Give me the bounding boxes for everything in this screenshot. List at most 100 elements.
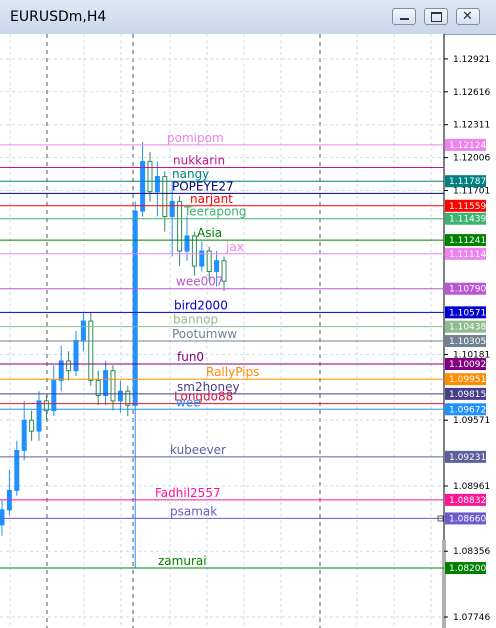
price-box-label: 1.12124 — [449, 141, 486, 151]
candle-body — [88, 320, 94, 381]
price-box-label: 1.11241 — [449, 236, 486, 246]
plot-background — [0, 34, 444, 628]
candle-body — [58, 360, 64, 381]
price-box — [445, 387, 486, 400]
price-box — [445, 335, 486, 348]
candle-body — [0, 509, 5, 526]
level-label: POPEYE27 — [172, 179, 234, 193]
level-label: zamurai — [158, 554, 207, 568]
level-label: kubeever — [170, 443, 226, 457]
candle-body — [66, 360, 72, 372]
minimize-button[interactable] — [392, 8, 416, 25]
price-box — [445, 562, 486, 575]
price-box-label: 1.08832 — [449, 496, 486, 506]
y-tick-label: 1.08961 — [453, 482, 490, 492]
level-label: Longdo88 — [174, 390, 233, 404]
candle-body — [14, 449, 20, 491]
level-label: nangy — [172, 167, 209, 181]
price-box — [445, 247, 486, 260]
level-label: Pootumww — [172, 327, 237, 341]
candle-body — [169, 200, 175, 217]
price-box-label: 1.08660 — [449, 514, 486, 524]
candle-body — [162, 176, 168, 217]
price-box-label: 1.09672 — [449, 405, 486, 415]
y-tick-label: 1.12921 — [453, 55, 490, 65]
price-box-label: 1.11439 — [449, 215, 486, 225]
level-label: nukkarin — [173, 154, 225, 168]
price-box-label: 1.11787 — [449, 177, 486, 187]
level-label: RallyPips — [206, 365, 259, 379]
level-label: Fadhil2557 — [155, 486, 221, 500]
level-label: jax — [225, 240, 244, 254]
candle-body — [117, 390, 123, 402]
price-box-label: 1.10305 — [449, 337, 486, 347]
level-label: psamak — [170, 504, 217, 518]
y-tick-label: 1.12616 — [453, 88, 490, 98]
candle-body — [95, 379, 101, 396]
price-box — [445, 138, 486, 151]
candle-body — [177, 200, 183, 252]
price-box — [445, 450, 486, 463]
y-tick-label: 1.10181 — [453, 350, 490, 360]
price-box-label: 1.11559 — [449, 202, 486, 212]
chart-area: 1.12921 1.12616 1.12311 1.12006 1.11701 1.101… — [0, 34, 490, 628]
price-box — [445, 512, 486, 525]
price-box — [445, 403, 486, 416]
level-label: Teerapong — [183, 205, 247, 219]
y-tick-label: 1.08356 — [453, 547, 490, 557]
price-box — [445, 212, 486, 225]
scroll-indicator — [442, 540, 446, 628]
price-box — [445, 306, 486, 319]
candle-body — [191, 235, 197, 267]
candle-body — [147, 160, 153, 193]
candle-body — [214, 260, 220, 272]
y-tick-label: 1.12006 — [453, 154, 490, 164]
candle-body — [29, 419, 35, 432]
candle-body — [73, 339, 79, 372]
price-box — [445, 320, 486, 333]
level-label: pomipom — [167, 131, 224, 145]
level-label: bird2000 — [174, 298, 228, 312]
y-tick-label: 1.11701 — [453, 186, 490, 196]
candle-body — [21, 419, 27, 451]
y-tick-label: 1.12311 — [453, 121, 490, 131]
window-title: EURUSDm,H4 — [10, 9, 107, 25]
candle-body — [206, 250, 212, 272]
price-box — [445, 373, 486, 386]
price-box-label: 1.08200 — [449, 564, 486, 574]
candle-body — [110, 370, 116, 402]
y-tick-label: 1.09571 — [453, 416, 490, 426]
candle-body — [36, 400, 42, 432]
price-box — [445, 234, 486, 247]
candle-body — [125, 390, 131, 406]
price-box — [445, 199, 486, 212]
maximize-button[interactable] — [424, 8, 448, 25]
candle-body — [184, 235, 190, 252]
price-box-label: 1.09231 — [449, 453, 486, 463]
candle-body — [199, 250, 205, 267]
level-label: bannop — [173, 313, 218, 327]
candle-body — [154, 176, 160, 193]
level-label: sm2honey — [177, 380, 240, 394]
candle-body — [80, 320, 86, 341]
level-label: wee007 — [176, 275, 223, 289]
price-box-label: 1.10790 — [449, 285, 486, 295]
candle-body — [43, 400, 49, 412]
candle-body — [221, 260, 227, 282]
price-box-label: 1.09951 — [449, 375, 486, 385]
price-box-label: 1.10092 — [449, 360, 486, 370]
price-box — [445, 175, 486, 188]
level-label: Asia — [197, 226, 222, 240]
close-button[interactable]: ✕ — [456, 8, 480, 25]
candle-body — [103, 370, 109, 396]
candle-body — [140, 160, 146, 212]
price-box — [445, 493, 486, 506]
candle-body — [51, 379, 57, 412]
price-box-label: 1.09815 — [449, 390, 486, 400]
candle-body — [132, 210, 138, 406]
level-label: narjant — [190, 192, 233, 206]
price-box — [445, 282, 486, 295]
level-label: wee — [176, 395, 201, 409]
y-tick-label: 1.07746 — [453, 613, 490, 623]
